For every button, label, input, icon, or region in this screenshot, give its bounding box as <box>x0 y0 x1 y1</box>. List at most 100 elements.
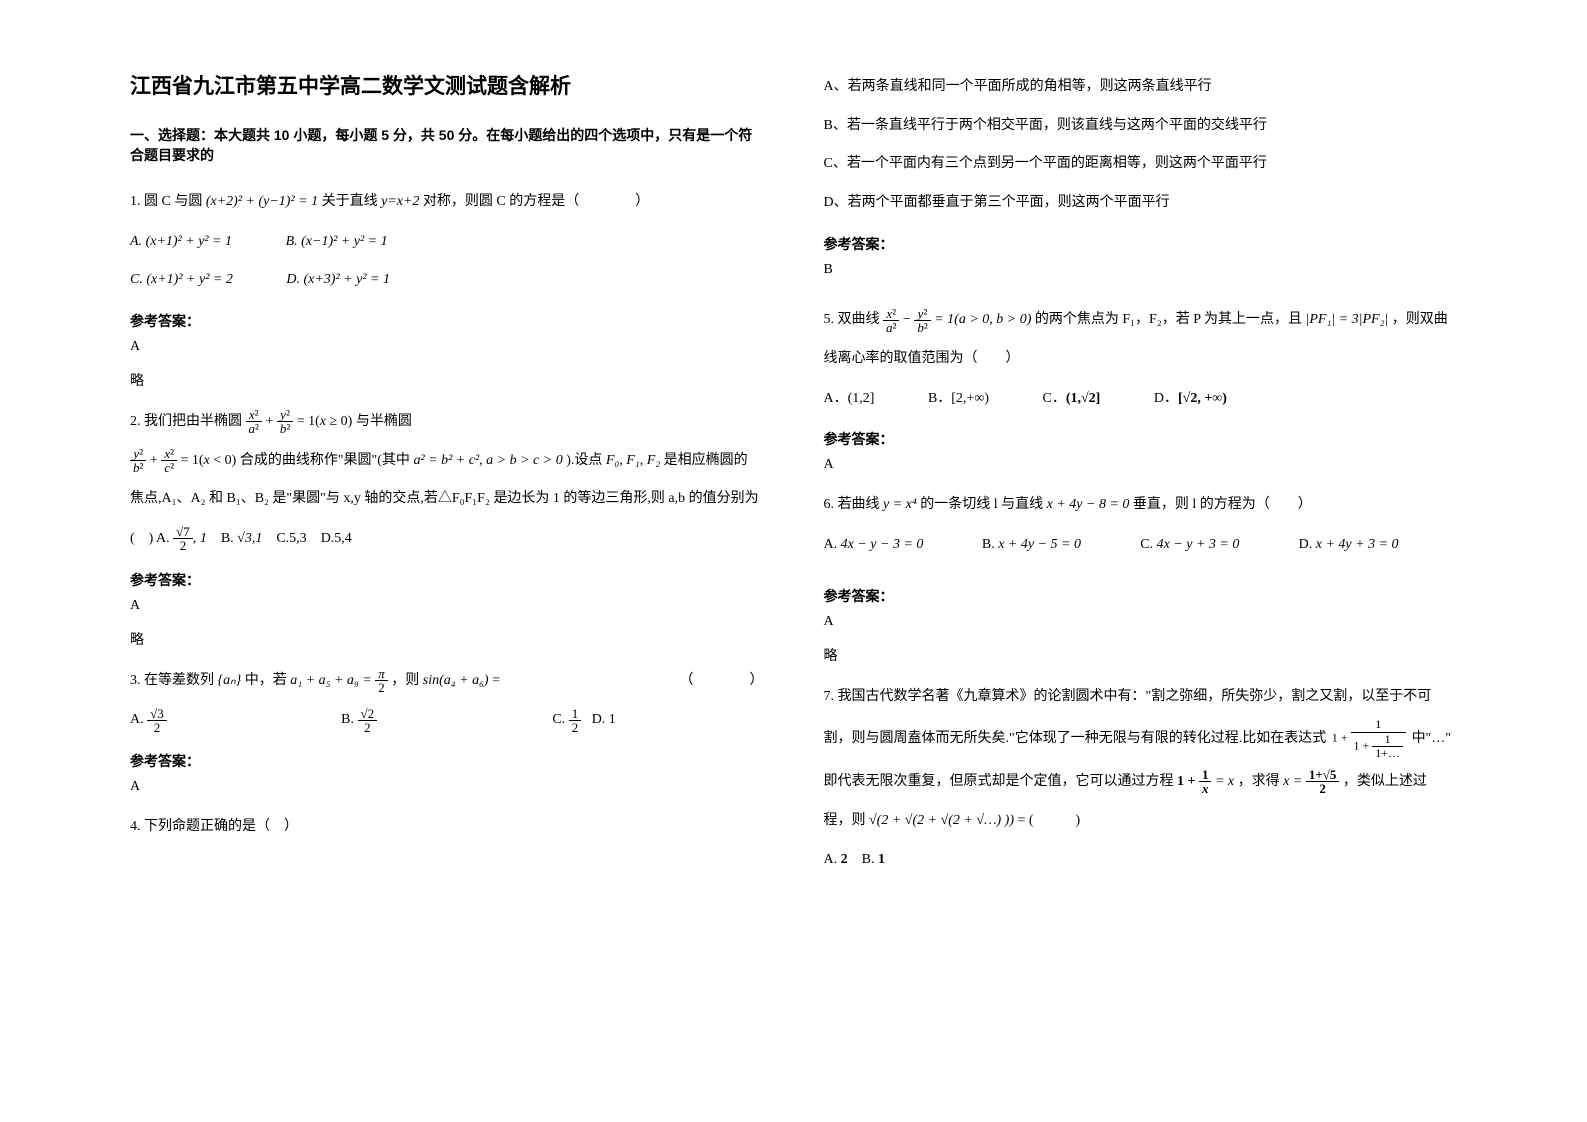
question-6: 6. 若曲线 y = x⁴ 的一条切线 l 与直线 x + 4y − 8 = 0… <box>824 488 1458 560</box>
q7-optB-prefix: B. <box>862 852 875 867</box>
q1-suffix: 对称，则圆 C 的方程是（ ） <box>423 194 649 209</box>
q2-mid2a: 合成的曲线称作"果圆"(其中 <box>240 453 410 468</box>
question-7: 7. 我国古代数学名著《九章算术》的论割圆术中有："割之弥细，所失弥少，割之又割… <box>824 680 1458 876</box>
q6-eq1: y = x⁴ <box>883 497 917 512</box>
q5-cond: = 1(a > 0, b > 0) <box>934 312 1031 327</box>
q3-seq: {aₙ} <box>218 673 242 688</box>
q3-optA-prefix: A. <box>130 712 144 727</box>
q2-optB-prefix: B. <box>221 531 234 546</box>
q4-optD: D、若两个平面都垂直于第三个平面，则这两个平面平行 <box>824 186 1458 220</box>
q2-paren: ( ) A. <box>130 531 170 546</box>
q6-omit: 略 <box>824 645 1458 665</box>
q7-line1: 7. 我国古代数学名著《九章算术》的论割圆术中有："割之弥细，所失弥少，割之又割… <box>824 680 1458 714</box>
q5-optC-val: (1,√2] <box>1066 391 1101 406</box>
q3-optB-frac: √22 <box>358 707 378 734</box>
q2-line3: 焦点,A₁、A₂ 和 B₁、B₂ 是"果圆"与 x,y 轴的交点,若△F₀F₁F… <box>130 482 764 516</box>
q1-prefix: 1. 圆 C 与圆 <box>130 194 202 209</box>
q2-prefix: 2. 我们把由半椭圆 <box>130 414 242 429</box>
q1-optA: (x+1)² + y² = 1 <box>146 234 233 249</box>
q3-mid2: ，则 <box>391 673 419 688</box>
q2-points: F₀, F₁, F₂ <box>606 453 660 468</box>
q7-eq4-lhs: x = <box>1283 774 1302 789</box>
q4-answer-label: 参考答案： <box>824 234 1458 254</box>
section-header: 一、选择题：本大题共 10 小题，每小题 5 分，共 50 分。在每小题给出的四… <box>130 125 764 165</box>
q5-optA: A．(1,2] <box>824 384 875 415</box>
q5-options: A．(1,2] B．[2,+∞) C．(1,√2] D．[√2, +∞) <box>824 384 1458 415</box>
q6-mid1: 的一条切线 l 与直线 <box>920 497 1043 512</box>
q2-mid2b: ).设点 <box>566 453 602 468</box>
q5-answer-label: 参考答案： <box>824 429 1458 449</box>
q1-optC: (x+1)² + y² = 2 <box>146 272 233 287</box>
q5-frac1: x²a² <box>883 307 899 334</box>
question-3: 3. 在等差数列 {aₙ} 中，若 a₁ + a₅ + a₉ = π2 ，则 s… <box>130 664 764 736</box>
q6-optC: 4x − y + 3 = 0 <box>1157 537 1240 552</box>
q2-frac3: y²b² <box>130 447 146 474</box>
q1-options-row1: A. (x+1)² + y² = 1 B. (x−1)² + y² = 1 <box>130 227 764 258</box>
q5-optD-prefix: D． <box>1154 391 1178 406</box>
q7-line3-prefix: 即代表无限次重复，但原式却是个定值，它可以通过方程 <box>824 774 1174 789</box>
q3-eq1-lhs: a₁ + a₅ + a₉ = <box>290 673 371 688</box>
q1-optB: (x−1)² + y² = 1 <box>301 234 388 249</box>
q1-optD: (x+3)² + y² = 1 <box>303 272 390 287</box>
q3-pi2: π2 <box>375 667 388 694</box>
q5-optB: B．[2,+∞) <box>928 384 989 415</box>
q3-optD: D. 1 <box>592 712 616 727</box>
q7-options: A. 2 B. 1 <box>824 845 1458 876</box>
q2-frac2: y²b² <box>277 408 293 435</box>
q2-optC: C.5,3 <box>276 531 306 546</box>
q3-optC-prefix: C. <box>552 712 565 727</box>
q1-options-row2: C. (x+1)² + y² = 2 D. (x+3)² + y² = 1 <box>130 265 764 296</box>
q2-omit: 略 <box>130 629 764 649</box>
q1-answer-label: 参考答案： <box>130 311 764 331</box>
q7-optA-prefix: A. <box>824 852 838 867</box>
q2-answer: A <box>130 598 764 614</box>
q5-line2: 线离心率的取值范围为（ ） <box>824 342 1458 376</box>
q7-line4-prefix: 程，则 <box>824 813 866 828</box>
q2-optA-suffix: , 1 <box>193 531 207 546</box>
q3-suffix: = <box>492 673 500 688</box>
question-4-stem: 4. 下列命题正确的是（ ） <box>130 810 764 844</box>
q6-optA-prefix: A. <box>824 537 838 552</box>
question-1: 1. 圆 C 与圆 (x+2)² + (y−1)² = 1 关于直线 y=x+2… <box>130 185 764 296</box>
q6-suffix: 垂直，则 l 的方程为（ ） <box>1133 497 1312 512</box>
q1-omit: 略 <box>130 370 764 390</box>
q6-answer: A <box>824 614 1458 630</box>
q6-options: A. 4x − y − 3 = 0 B. x + 4y − 5 = 0 C. 4… <box>824 530 1458 561</box>
q5-prefix: 5. 双曲线 <box>824 312 880 327</box>
document-title: 江西省九江市第五中学高二数学文测试题含解析 <box>130 70 764 100</box>
q3-optC-frac: 12 <box>569 707 582 734</box>
q5-optC-prefix: C． <box>1042 391 1065 406</box>
q2-eq4: a² = b² + c², a > b > c > 0 <box>413 453 562 468</box>
q2-mid3: 是相应椭圆的 <box>664 453 748 468</box>
q6-answer-label: 参考答案： <box>824 586 1458 606</box>
left-column: 江西省九江市第五中学高二数学文测试题含解析 一、选择题：本大题共 10 小题，每… <box>100 70 794 1082</box>
q5-optD-val: [√2, +∞) <box>1178 391 1227 406</box>
q6-optD-prefix: D. <box>1299 537 1313 552</box>
q6-optA: 4x − y − 3 = 0 <box>841 537 924 552</box>
q5-mid2: ，则双曲 <box>1392 312 1448 327</box>
q4-optB: B、若一条直线平行于两个相交平面，则该直线与这两个平面的交线平行 <box>824 109 1458 143</box>
q3-mid1: 中，若 <box>245 673 287 688</box>
q2-optB-suffix: ,1 <box>252 531 263 546</box>
q7-frac-1x: 1x <box>1199 768 1212 795</box>
q7-optA: 2 <box>841 852 848 867</box>
q2-frac4: x²c² <box>161 447 177 474</box>
q2-options: ( ) A. √72, 1 B. √3,1 C.5,3 D.5,4 <box>130 524 764 555</box>
q7-eq5: √(2 + √(2 + √(2 + √…) )) <box>869 813 1014 828</box>
q7-line2-suffix: 中"…" <box>1412 731 1451 746</box>
question-2: 2. 我们把由半椭圆 x²a² + y²b² = 1(x ≥ 0) 与半椭圆 y… <box>130 405 764 555</box>
question-4-options: A、若两条直线和同一个平面所成的角相等，则这两条直线平行 B、若一条直线平行于两… <box>824 70 1458 219</box>
q6-optB-prefix: B. <box>982 537 995 552</box>
q7-frac-result: 1+√52 <box>1306 768 1340 795</box>
q6-optD: x + 4y + 3 = 0 <box>1316 537 1399 552</box>
q6-optC-prefix: C. <box>1140 537 1153 552</box>
q1-eq1: (x+2)² + (y−1)² = 1 <box>206 194 318 209</box>
q7-line2-prefix: 割，则与圆周盍体而无所失矣."它体现了一种无限与有限的转化过程.比如在表达式 <box>824 731 1327 746</box>
q3-optA-frac: √32 <box>147 707 167 734</box>
q7-eq3-suffix: = x <box>1211 774 1234 789</box>
q3-answer: A <box>130 779 764 795</box>
q5-eq2: |PF₁| = 3|PF₂| <box>1306 312 1389 327</box>
question-5: 5. 双曲线 x²a² − y²b² = 1(a > 0, b > 0) 的两个… <box>824 303 1458 414</box>
right-column: A、若两条直线和同一个平面所成的角相等，则这两条直线平行 B、若一条直线平行于两… <box>794 70 1488 1082</box>
q3-prefix: 3. 在等差数列 <box>130 673 214 688</box>
